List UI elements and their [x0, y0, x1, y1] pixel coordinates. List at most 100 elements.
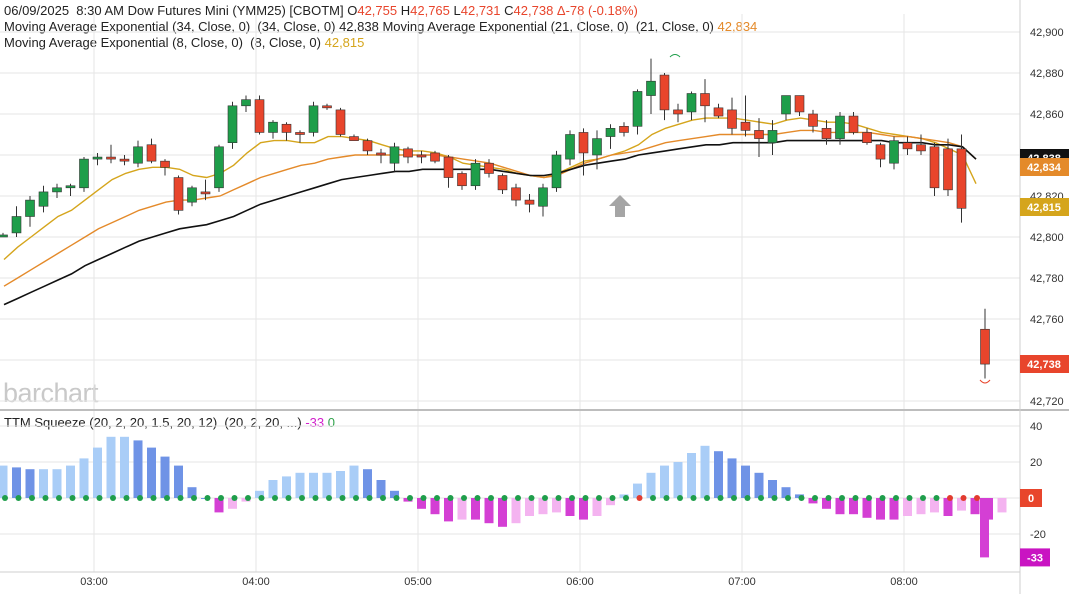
candle-up [767, 130, 778, 143]
squeeze-dot-green [893, 495, 899, 501]
squeeze-dot-green [69, 495, 76, 501]
squeeze-dot-green [474, 495, 481, 501]
candle-down [862, 132, 872, 143]
low-label: L [453, 3, 461, 18]
candle-down [443, 156, 454, 178]
squeeze-dot-green [798, 495, 805, 501]
histogram-bar [363, 469, 372, 498]
ema34-name: Moving Average Exponential (34, Close, 0… [4, 19, 336, 34]
candle-up [389, 146, 400, 164]
histogram-bar [79, 458, 89, 498]
squeeze-dot-green [56, 495, 62, 501]
candle-down [430, 152, 440, 162]
histogram-bar [862, 498, 872, 518]
histogram-bar [835, 498, 845, 515]
time-tick-label: 04:00 [242, 576, 270, 588]
squeeze-dot-green [731, 495, 737, 501]
squeeze-dot-green [15, 495, 22, 501]
histogram-bar [943, 498, 953, 516]
squeeze-dot-green [96, 495, 103, 501]
candle-up [646, 80, 656, 96]
squeeze-dot-green [447, 495, 454, 501]
squeeze-dot-green [501, 495, 508, 501]
squeeze-dot-green [609, 495, 616, 501]
histogram-bar [997, 498, 1007, 513]
candle-down [497, 175, 508, 191]
time-tick-label: 03:00 [80, 576, 108, 588]
candle-down [119, 158, 130, 162]
histogram-bar [106, 436, 116, 498]
histogram-bar [187, 487, 197, 498]
histogram-bar [889, 498, 899, 520]
squeeze-dot-green [866, 495, 872, 501]
histogram-bar [876, 498, 885, 520]
candle-up [133, 146, 143, 164]
squeeze-dot-green [812, 495, 818, 501]
histogram-bar [66, 465, 75, 498]
candle-up [551, 154, 562, 189]
price-tick-label: 42,900 [1030, 27, 1064, 39]
histogram-bar [322, 472, 332, 498]
squeeze-dot-green [461, 495, 467, 501]
squeeze-dot-green [123, 495, 130, 501]
high-label: H [400, 3, 411, 18]
squeeze-dot-green [704, 495, 710, 501]
high-value: 42,765 [410, 3, 450, 18]
candle-down [457, 173, 467, 187]
squeeze-dot-red [974, 495, 980, 501]
histogram-bar [444, 498, 453, 522]
grid [0, 14, 1020, 572]
squeeze-dot-green [164, 495, 170, 501]
candle-up [38, 191, 49, 207]
ema8-name: Moving Average Exponential (8, Close, 0)… [4, 35, 321, 50]
candle-down [740, 121, 751, 131]
candle-down [659, 74, 670, 111]
candle-up [686, 93, 697, 113]
change-value: Δ-78 (-0.18%) [556, 3, 638, 18]
candle-down [673, 109, 683, 115]
squeeze-dot-green [353, 495, 359, 501]
squeeze-dot-red [636, 495, 643, 501]
candle-down [808, 113, 818, 127]
osc-tick-label: -20 [1030, 529, 1046, 541]
osc-value-label-bg [1020, 548, 1050, 567]
histogram-bar [700, 445, 710, 498]
time-tick-label: 05:00 [404, 576, 432, 588]
histogram-bar [174, 465, 183, 498]
squeeze-dot-green [326, 495, 332, 501]
squeeze-dot-green [177, 495, 184, 501]
squeeze-dot-green [677, 495, 683, 501]
squeeze-dot-green [771, 495, 778, 501]
ttm-squeeze-value: 0 [327, 415, 335, 430]
histogram-bar [781, 487, 791, 498]
squeeze-dot-green [555, 495, 562, 501]
histogram-bar [687, 453, 696, 498]
squeeze-dot-green [42, 495, 49, 501]
candle-down [173, 177, 184, 211]
histogram-bar [498, 498, 507, 527]
squeeze-dot-green [852, 495, 859, 501]
squeeze-dot-green [825, 495, 832, 501]
histogram-bar [754, 472, 764, 498]
histogram-bar [660, 465, 669, 498]
histogram-bar [592, 498, 602, 516]
candle-down [956, 148, 967, 209]
histogram-bar [822, 498, 831, 509]
candle-up [241, 99, 251, 107]
header-line-3: Moving Average Exponential (8, Close, 0)… [4, 35, 364, 50]
squeeze-dot-green [623, 495, 629, 501]
squeeze-dot-green [285, 495, 292, 501]
histogram-bar [916, 498, 926, 515]
candle-down [511, 187, 521, 201]
histogram-bar [282, 476, 291, 498]
candle-up [632, 91, 643, 127]
candle-down [335, 109, 346, 135]
squeeze-dot-green [420, 495, 427, 501]
current-price-label-bg [1020, 355, 1069, 373]
squeeze-dot-green [218, 495, 224, 501]
low-value: 42,731 [460, 3, 501, 18]
time-tick-label: 06:00 [566, 576, 594, 588]
histogram-bar [565, 498, 575, 516]
osc-tick-label: 40 [1030, 421, 1042, 433]
